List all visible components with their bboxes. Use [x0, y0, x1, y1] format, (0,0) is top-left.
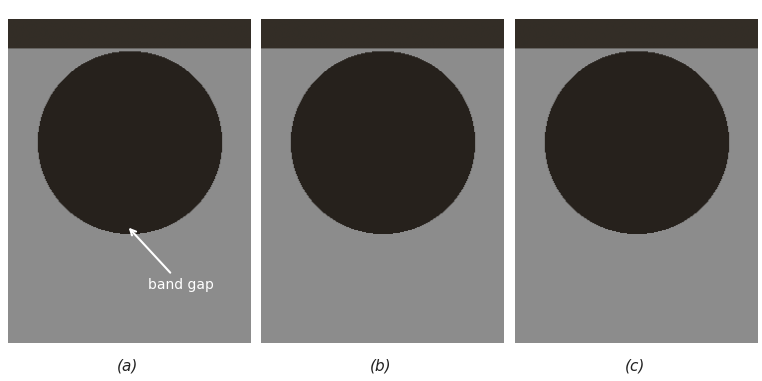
- Text: (a): (a): [117, 358, 138, 373]
- Text: band gap: band gap: [130, 229, 214, 291]
- Text: (c): (c): [625, 358, 645, 373]
- Text: (b): (b): [370, 358, 392, 373]
